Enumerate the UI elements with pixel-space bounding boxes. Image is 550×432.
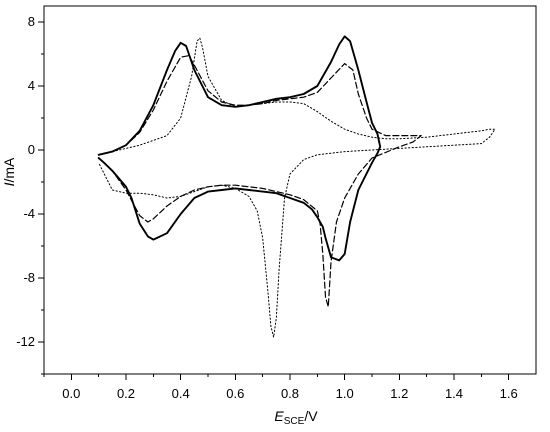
plot-area — [97, 35, 496, 338]
y-tick-label: -4 — [23, 206, 35, 221]
y-tick-label: 0 — [28, 142, 35, 157]
y-axis-title: I/mA — [1, 157, 17, 186]
x-axis-title-subscript: SCE — [284, 416, 305, 427]
x-tick-label: 1.6 — [500, 386, 518, 401]
y-tick-label: 8 — [28, 14, 35, 29]
series-line-dotted — [98, 37, 496, 338]
x-tick-label: 0.6 — [226, 386, 244, 401]
x-axis-title: ESCE/V — [274, 408, 318, 427]
x-tick-label: 1.4 — [445, 386, 463, 401]
axes: 0.0 0.2 0.4 0.6 0.8 1.0 1.2 1.4 1.6 8 4 0 -4 -8 -12 — [16, 5, 537, 401]
y-axis-title-prefix: I — [1, 182, 17, 186]
y-axis-title-suffix: /mA — [1, 157, 17, 183]
plot-frame — [43, 5, 537, 375]
x-tick-label: 0.8 — [281, 386, 299, 401]
x-tick-label: 0.2 — [117, 386, 135, 401]
x-tick-label: 0.0 — [62, 386, 80, 401]
series-line-dashed — [98, 55, 422, 308]
y-tick-label: -8 — [23, 270, 35, 285]
x-axis-title-prefix: E — [274, 408, 284, 424]
x-tick-label: 0.4 — [172, 386, 190, 401]
x-tick-label: 1.2 — [390, 386, 408, 401]
x-tick-label: 1.0 — [336, 386, 354, 401]
y-tick-label: -12 — [16, 334, 35, 349]
x-axis-title-suffix: /V — [304, 408, 318, 424]
y-tick-label: 4 — [28, 78, 35, 93]
series-line-solid — [97, 35, 382, 262]
